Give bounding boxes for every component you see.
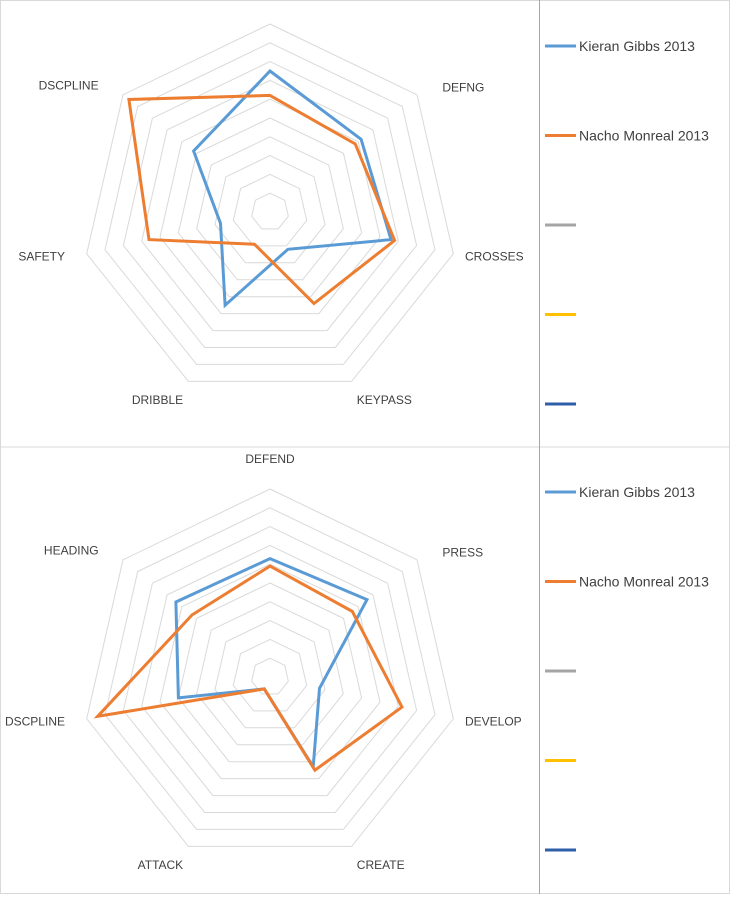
series-line	[191, 69, 393, 309]
grid-ring	[177, 117, 363, 298]
grid-ring	[196, 601, 344, 746]
grid-ring	[251, 657, 289, 695]
axis-label: DEF ACTY	[241, 0, 300, 1]
grid-ring	[86, 23, 454, 382]
grid-ring	[232, 638, 308, 712]
axis-label: DEFNG	[442, 80, 484, 94]
grid-ring	[159, 563, 381, 780]
axis-label: CROSSES	[465, 250, 524, 264]
grid-ring	[251, 192, 289, 230]
grid-ring	[141, 544, 399, 797]
axis-label: HEADING	[44, 543, 99, 557]
axis-label: ATTACK	[138, 858, 184, 872]
grid-ring	[104, 507, 436, 830]
series-line	[93, 564, 404, 773]
axis-label: DSCPLINE	[39, 78, 99, 92]
radar-chart-2: DEFEND PRESS DEVELOP CREATE ATTACK DSCPLINE HE…	[5, 452, 709, 872]
axis-label: PRESS	[442, 545, 483, 559]
axis-label: DRIBBLE	[132, 393, 183, 407]
legend-label: Kieran Gibbs 2013	[579, 38, 695, 54]
grid-ring	[122, 61, 418, 348]
legend-label: Nacho Monreal 2013	[579, 574, 709, 590]
legend-label: Kieran Gibbs 2013	[579, 484, 695, 500]
grid-ring	[141, 79, 399, 332]
radar-chart-1: DEF ACTY DEFNG CROSSES KEYPASS DRIBBLE SAFETY…	[18, 0, 709, 407]
grid-ring	[86, 488, 454, 847]
axis-label: DEFEND	[245, 452, 295, 466]
grid-ring	[122, 526, 418, 813]
axis-label: DEVELOP	[465, 715, 522, 729]
legend-label: Nacho Monreal 2013	[579, 128, 709, 144]
axis-label: KEYPASS	[357, 393, 412, 407]
grid-ring	[232, 173, 308, 247]
axis-label: SAFETY	[18, 250, 65, 264]
grid-ring	[214, 620, 326, 729]
axis-label: DSCPLINE	[5, 715, 65, 729]
axis-label: CREATE	[357, 858, 405, 872]
grid-ring	[196, 136, 344, 281]
grid-ring	[177, 582, 363, 763]
grid-ring	[214, 155, 326, 264]
series-line	[127, 93, 397, 306]
